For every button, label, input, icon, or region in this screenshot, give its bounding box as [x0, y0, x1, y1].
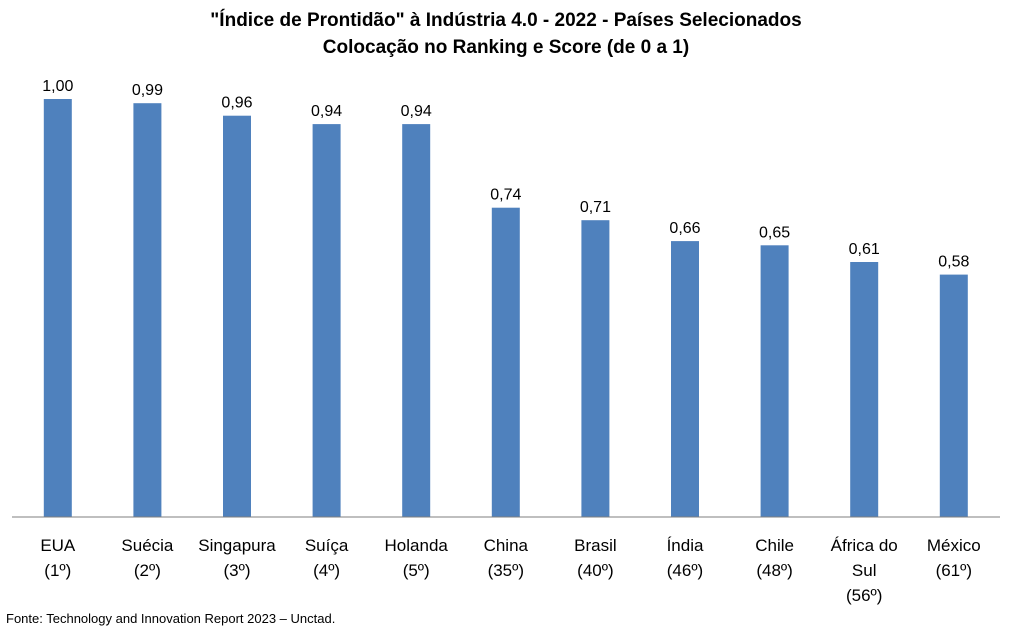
category-label-10-line-0: México [927, 536, 981, 555]
category-label-9-line-0: África do [831, 536, 898, 555]
bar-6 [581, 220, 610, 517]
value-label-7: 0,66 [669, 220, 700, 237]
category-label-0-line-1: (1º) [44, 561, 71, 580]
category-label-5-line-1: (35º) [488, 561, 524, 580]
chart-title: "Índice de Prontidão" à Indústria 4.0 - … [210, 9, 801, 31]
category-label-3-line-0: Suíça [305, 536, 349, 555]
value-label-2: 0,96 [221, 95, 252, 112]
value-label-5: 0,74 [490, 187, 521, 204]
category-label-10-line-1: (61º) [936, 561, 972, 580]
bar-5 [491, 207, 520, 517]
category-label-1-line-1: (2º) [134, 561, 161, 580]
category-label-4-line-1: (5º) [403, 561, 430, 580]
bars-group [43, 99, 968, 518]
category-label-8-line-0: Chile [755, 536, 794, 555]
value-label-0: 1,00 [42, 78, 73, 95]
bar-8 [760, 245, 789, 518]
value-label-4: 0,94 [401, 103, 432, 120]
source-note: Fonte: Technology and Innovation Report … [6, 611, 336, 626]
category-label-7-line-0: Índia [667, 536, 704, 555]
category-label-4-line-0: Holanda [385, 536, 449, 555]
bar-3 [312, 124, 341, 517]
chart-subtitle: Colocação no Ranking e Score (de 0 a 1) [323, 37, 689, 58]
bar-4 [402, 124, 431, 517]
category-label-3-line-1: (4º) [313, 561, 340, 580]
value-label-9: 0,61 [849, 241, 880, 258]
bar-10 [939, 274, 968, 517]
category-label-7-line-1: (46º) [667, 561, 703, 580]
category-label-2-line-0: Singapura [198, 536, 276, 555]
category-label-5-line-0: China [484, 536, 529, 555]
value-label-8: 0,65 [759, 224, 790, 241]
bar-9 [850, 262, 879, 517]
category-label-6-line-1: (40º) [577, 561, 613, 580]
value-labels-group: 1,00 0,99 0,96 0,94 0,94 0,74 0,71 0,66 0,65 0,61… [42, 78, 969, 271]
bar-2 [223, 115, 251, 517]
bar-7 [671, 241, 699, 517]
category-label-0-line-0: EUA [40, 536, 76, 555]
category-labels-group: EUA (1º) Suécia (2º) Singapura (3º) Suíça (4º) H… [40, 536, 980, 605]
value-label-10: 0,58 [938, 254, 969, 271]
category-label-2-line-1: (3º) [224, 561, 251, 580]
category-label-6-line-0: Brasil [574, 536, 617, 555]
value-label-3: 0,94 [311, 103, 342, 120]
category-label-8-line-1: (48º) [756, 561, 792, 580]
category-label-1-line-0: Suécia [121, 536, 174, 555]
bar-1 [133, 103, 162, 517]
value-label-6: 0,71 [580, 199, 611, 216]
category-label-9-line-1: Sul [852, 561, 877, 580]
bar-0 [43, 99, 72, 517]
value-label-1: 0,99 [132, 82, 163, 99]
category-label-9-line-2: (56º) [846, 586, 882, 605]
